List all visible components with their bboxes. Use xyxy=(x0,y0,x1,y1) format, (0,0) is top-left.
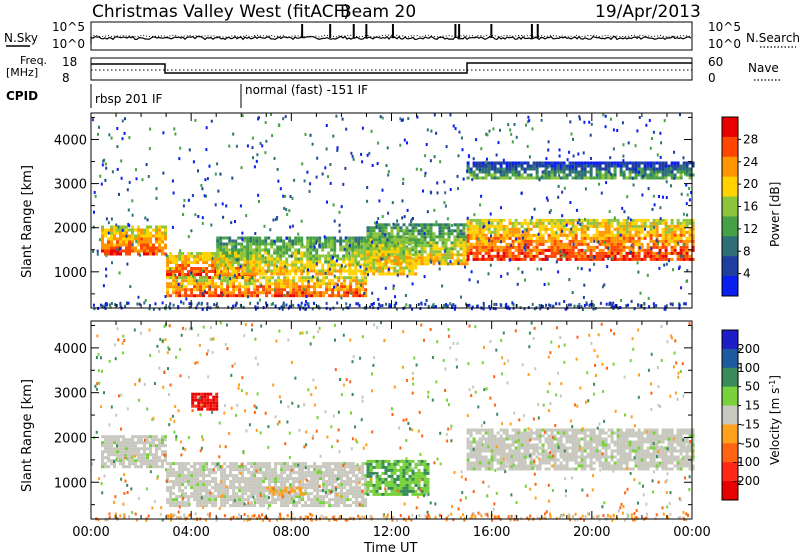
cpid-label: CPID xyxy=(6,89,38,103)
y-tick-label: 3000 xyxy=(54,178,87,193)
freq-label: Freq. xyxy=(20,54,47,67)
colorbar-tick-label: 20 xyxy=(743,177,758,191)
colorbar-cell xyxy=(722,196,738,217)
colorbar-cell xyxy=(722,236,738,257)
colorbar-tick-label: -100 xyxy=(733,455,760,469)
y-tick-label: 2000 xyxy=(54,222,87,237)
nsearch-line xyxy=(90,34,692,40)
y-tick-label: 1000 xyxy=(54,266,87,281)
scatter-pixels xyxy=(91,113,693,311)
x-tick-label: 04:00 xyxy=(172,525,209,540)
x-tick-label: 16:00 xyxy=(473,525,510,540)
colorbar-cell xyxy=(722,256,738,277)
colorbar-cell xyxy=(722,156,738,178)
echo-pixels xyxy=(101,161,695,298)
x-tick-label: 12:00 xyxy=(373,525,410,540)
nsearch-tick-top: 10^5 xyxy=(708,20,741,34)
freq-tick-top: 18 xyxy=(62,55,77,69)
colorbar-tick-label: 16 xyxy=(743,200,758,214)
colorbar-tick-label: 50 xyxy=(745,380,760,394)
colorbar-frame xyxy=(721,329,739,501)
colorbar-tick-label: 12 xyxy=(743,222,758,236)
colorbar-cell xyxy=(722,443,738,463)
nsearch-tick-bottom: 10^0 xyxy=(708,37,741,51)
colorbar-cell xyxy=(722,367,738,388)
colorbar-cell xyxy=(722,481,738,501)
colorbar-tick-label: -50 xyxy=(740,436,760,450)
x-tick-label: 00:00 xyxy=(72,525,109,540)
velocity-panel: 1000 2000 3000 4000 xyxy=(54,320,695,522)
y-tick-label: 2000 xyxy=(54,431,87,446)
colorbar-cell xyxy=(722,424,738,444)
colorbar-tick-label: 28 xyxy=(743,132,758,146)
x-tick-label: 00:00 xyxy=(673,525,710,540)
freq-trace xyxy=(91,62,692,74)
velocity-colorbar: 200 100 50 15 -15 -50 -100 -200 xyxy=(721,329,760,501)
colorbar-cell xyxy=(722,176,738,198)
x-tick-label: 08:00 xyxy=(273,525,310,540)
colorbar-cell xyxy=(722,330,738,350)
colorbar-cell xyxy=(722,348,738,369)
station-title: Christmas Valley West (fitACF) xyxy=(92,2,350,22)
freq-line xyxy=(91,62,692,74)
y-tick-label: 1000 xyxy=(54,476,87,491)
colorbar-tick-label: 100 xyxy=(737,361,760,375)
nsearch-label: N.Search xyxy=(746,31,800,45)
x-axis-label: Time UT xyxy=(363,541,417,554)
y-tick-label: 4000 xyxy=(54,133,87,148)
y-tick-label: 3000 xyxy=(54,387,87,402)
colorbar-tick-label: 24 xyxy=(743,155,758,169)
nsky-trace xyxy=(90,24,692,44)
colorbar-tick-label: -200 xyxy=(733,474,760,488)
power-panel: 1000 2000 3000 4000 xyxy=(54,112,695,311)
velocity-colorbar-label: Velocity [m s-1] xyxy=(768,375,783,465)
beam-title: Beam 20 xyxy=(340,2,416,22)
freq-tick-bottom: 8 xyxy=(62,71,70,85)
nsky-tick-bottom: 10^0 xyxy=(52,37,85,51)
freq-unit: [MHz] xyxy=(6,66,38,79)
y-tick-label: 4000 xyxy=(54,342,87,357)
nsky-label: N.Sky xyxy=(4,31,38,45)
nave-tick-bottom: 0 xyxy=(708,71,716,85)
colorbar-tick-label: 15 xyxy=(745,399,760,413)
power-colorbar-label: Power [dB] xyxy=(768,182,782,247)
colorbar-cell xyxy=(722,136,738,158)
colorbar-cell xyxy=(722,405,738,425)
colorbar-cell xyxy=(722,276,738,297)
colorbar-cell xyxy=(722,216,738,237)
power-ylabel: Slant Range [km] xyxy=(20,165,35,278)
scatter-pixels xyxy=(91,321,694,522)
nsky-tick-top: 10^5 xyxy=(52,20,85,34)
colorbar-tick-label: -15 xyxy=(740,417,760,431)
colorbar-tick-label: 4 xyxy=(743,267,751,281)
cpid-segment-2: normal (fast) -151 IF xyxy=(245,83,368,97)
nave-tick-top: 60 xyxy=(708,55,723,69)
echo-pixels xyxy=(101,392,695,508)
nave-label: Nave xyxy=(748,61,779,75)
x-tick-label: 20:00 xyxy=(573,525,610,540)
power-colorbar: 4 8 12 16 20 24 28 xyxy=(721,116,758,297)
date-title: 19/Apr/2013 xyxy=(595,2,701,22)
colorbar-cell xyxy=(722,386,738,407)
colorbar-cell xyxy=(722,117,738,138)
x-tick-labels: 00:00 04:00 08:00 12:00 16:00 20:00 00:00 xyxy=(72,525,710,540)
nsky-line xyxy=(90,35,692,44)
colorbar-cell xyxy=(722,462,738,482)
velocity-ylabel: Slant Range [km] xyxy=(20,379,35,492)
colorbar-tick-label: 8 xyxy=(743,244,751,258)
cpid-segment-1: rbsp 201 IF xyxy=(95,92,162,106)
colorbar-tick-label: 200 xyxy=(737,342,760,356)
freq-strip-frame xyxy=(90,57,693,81)
